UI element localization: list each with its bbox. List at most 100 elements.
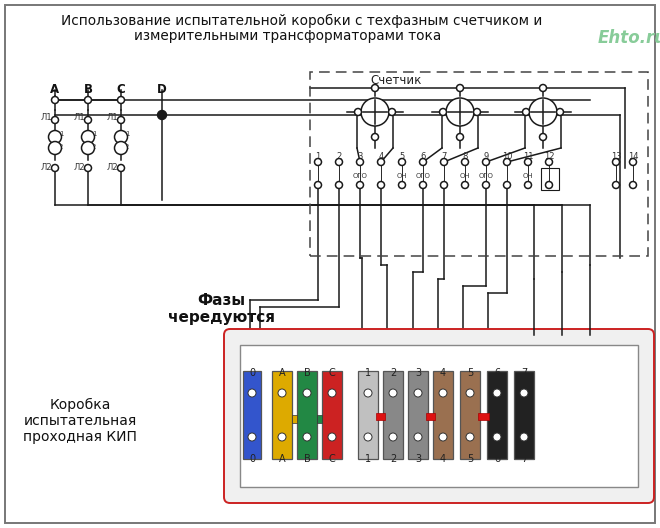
- Circle shape: [361, 98, 389, 126]
- FancyBboxPatch shape: [224, 329, 654, 503]
- Circle shape: [354, 108, 362, 116]
- Text: C: C: [329, 454, 335, 464]
- Text: 6: 6: [494, 368, 500, 378]
- Circle shape: [556, 108, 564, 116]
- Circle shape: [356, 158, 364, 165]
- Circle shape: [439, 433, 447, 441]
- Text: 1: 1: [365, 454, 371, 464]
- Text: 0: 0: [249, 368, 255, 378]
- Circle shape: [466, 389, 474, 397]
- Text: 3: 3: [357, 152, 363, 161]
- Bar: [376, 413, 385, 420]
- Text: 2: 2: [337, 152, 342, 161]
- Text: Л1: Л1: [73, 114, 85, 122]
- Text: B: B: [304, 454, 310, 464]
- Circle shape: [473, 108, 480, 116]
- Text: 8: 8: [462, 152, 468, 161]
- Circle shape: [389, 389, 397, 397]
- Text: 1: 1: [125, 131, 129, 137]
- Text: 3: 3: [415, 454, 421, 464]
- Text: 1: 1: [92, 131, 96, 137]
- Text: 2: 2: [92, 144, 96, 150]
- Circle shape: [303, 433, 311, 441]
- Text: 5: 5: [467, 368, 473, 378]
- Text: Счетчик: Счетчик: [370, 74, 421, 87]
- Circle shape: [315, 158, 321, 165]
- Circle shape: [482, 158, 490, 165]
- Circle shape: [328, 389, 336, 397]
- Bar: [297, 371, 317, 459]
- Circle shape: [457, 84, 463, 91]
- Text: A: A: [279, 368, 285, 378]
- Text: Л1: Л1: [106, 114, 118, 122]
- Text: 1: 1: [315, 152, 321, 161]
- Circle shape: [389, 108, 395, 116]
- Circle shape: [520, 433, 528, 441]
- Circle shape: [482, 182, 490, 188]
- Text: B: B: [304, 368, 310, 378]
- Bar: [383, 371, 403, 459]
- Text: 13: 13: [610, 152, 621, 161]
- Text: 3: 3: [415, 368, 421, 378]
- Circle shape: [466, 433, 474, 441]
- Circle shape: [461, 158, 469, 165]
- Text: 7: 7: [521, 368, 527, 378]
- Text: 0: 0: [249, 454, 255, 464]
- Circle shape: [420, 158, 426, 165]
- Text: Л2: Л2: [73, 163, 85, 172]
- Text: Л2: Л2: [106, 163, 118, 172]
- Bar: [358, 371, 378, 459]
- Text: Использование испытательной коробки с техфазным счетчиком и: Использование испытательной коробки с те…: [61, 14, 543, 28]
- Circle shape: [356, 182, 364, 188]
- Circle shape: [525, 158, 531, 165]
- Circle shape: [493, 389, 501, 397]
- Text: Л1: Л1: [40, 114, 52, 122]
- Text: 10: 10: [502, 152, 512, 161]
- Text: ОН: ОН: [397, 173, 407, 179]
- Text: измерительными трансформаторами тока: измерительными трансформаторами тока: [135, 29, 442, 43]
- Circle shape: [117, 97, 125, 103]
- Text: 2: 2: [125, 144, 129, 150]
- Circle shape: [504, 158, 510, 165]
- Text: 4: 4: [378, 152, 383, 161]
- Circle shape: [612, 182, 620, 188]
- Bar: [541, 168, 559, 190]
- Circle shape: [81, 130, 94, 144]
- Circle shape: [420, 182, 426, 188]
- Circle shape: [493, 433, 501, 441]
- Text: ОГО: ОГО: [416, 173, 430, 179]
- Text: 4: 4: [440, 454, 446, 464]
- Circle shape: [520, 389, 528, 397]
- Bar: [460, 371, 480, 459]
- Circle shape: [630, 182, 636, 188]
- Circle shape: [529, 98, 557, 126]
- Text: A: A: [50, 83, 59, 96]
- Circle shape: [440, 108, 447, 116]
- Text: 2: 2: [59, 144, 63, 150]
- Bar: [292, 415, 297, 423]
- Circle shape: [51, 117, 59, 124]
- Text: 9: 9: [483, 152, 488, 161]
- Text: B: B: [84, 83, 92, 96]
- Circle shape: [372, 134, 378, 140]
- Circle shape: [48, 130, 61, 144]
- Text: 6: 6: [494, 454, 500, 464]
- Text: 6: 6: [420, 152, 426, 161]
- Circle shape: [440, 158, 447, 165]
- Bar: [487, 371, 507, 459]
- Text: ОН: ОН: [523, 173, 533, 179]
- Circle shape: [51, 97, 59, 103]
- Circle shape: [328, 433, 336, 441]
- Circle shape: [335, 182, 343, 188]
- Circle shape: [117, 117, 125, 124]
- Circle shape: [440, 182, 447, 188]
- Text: Фазы
чередуются: Фазы чередуются: [168, 293, 275, 325]
- Text: Ehto.ru: Ehto.ru: [598, 29, 660, 47]
- Text: 12: 12: [544, 152, 554, 161]
- Bar: [310, 72, 648, 256]
- Circle shape: [248, 433, 256, 441]
- Circle shape: [525, 182, 531, 188]
- Circle shape: [546, 182, 552, 188]
- Bar: [408, 371, 428, 459]
- Circle shape: [439, 389, 447, 397]
